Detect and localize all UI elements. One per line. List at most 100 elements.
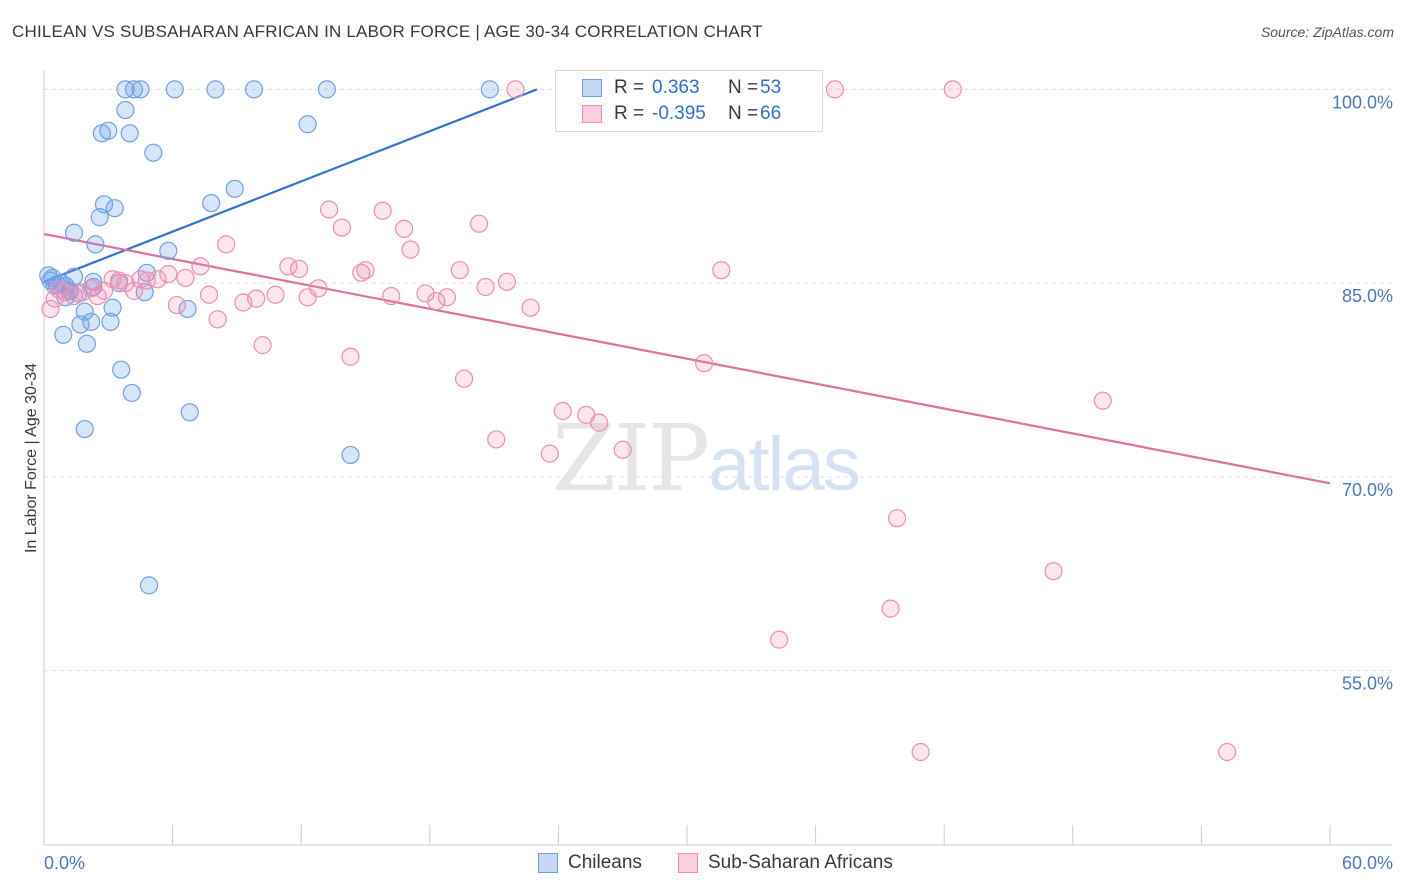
point-subsaharan <box>394 219 414 238</box>
point-subsaharan <box>825 80 844 99</box>
legend-r-value: 0.363 <box>652 77 700 98</box>
point-chileans <box>206 80 225 99</box>
point-subsaharan <box>208 310 227 329</box>
point-chileans <box>139 576 159 595</box>
point-chileans <box>202 193 221 213</box>
legend-item-subsaharan[interactable]: Sub-Saharan Africans <box>678 852 893 874</box>
point-subsaharan <box>176 268 195 288</box>
point-chileans <box>86 235 105 254</box>
y-axis-label: In Labor Force | Age 30-34 <box>23 363 40 553</box>
point-subsaharan <box>124 281 144 300</box>
point-chileans <box>54 325 73 344</box>
point-chileans <box>75 419 94 439</box>
point-chileans <box>124 80 144 99</box>
point-subsaharan <box>450 261 469 280</box>
point-chileans <box>112 360 131 379</box>
point-chileans <box>178 299 197 319</box>
point-subsaharan <box>695 354 714 373</box>
point-subsaharan <box>770 630 789 649</box>
y-tick-label: 70.0% <box>1342 480 1393 500</box>
point-chileans <box>225 179 244 198</box>
point-chileans <box>144 143 163 162</box>
point-chileans <box>180 403 199 422</box>
point-subsaharan <box>521 298 540 317</box>
point-subsaharan <box>199 285 219 304</box>
legend-swatch-chileans <box>538 853 558 873</box>
legend-n-label: N = <box>728 77 759 98</box>
trend-line-subsaharan <box>43 232 1331 485</box>
point-chileans <box>116 100 135 120</box>
point-subsaharan <box>487 430 506 449</box>
point-subsaharan <box>887 509 907 528</box>
point-chileans <box>77 334 96 353</box>
point-chileans <box>137 263 156 282</box>
point-subsaharan <box>253 336 272 355</box>
legend-item-chileans[interactable]: Chileans <box>538 852 642 874</box>
point-chileans <box>82 312 101 331</box>
point-chileans <box>75 302 94 321</box>
point-chileans <box>99 121 118 140</box>
point-subsaharan <box>881 599 900 618</box>
point-subsaharan <box>266 285 285 304</box>
point-subsaharan <box>356 261 375 280</box>
series-legend: Chileans Sub-Saharan Africans <box>0 852 1406 876</box>
point-subsaharan <box>476 277 495 297</box>
axes <box>43 70 1392 846</box>
point-subsaharan <box>454 369 474 388</box>
point-subsaharan <box>437 288 457 307</box>
correlation-legend: R = 0.363 N = 53 R = -0.395 N = 66 <box>555 70 823 132</box>
source-label: Source: ZipAtlas.com <box>1260 24 1394 40</box>
point-chileans <box>64 223 84 242</box>
legend-n-label: N = <box>728 103 759 124</box>
point-subsaharan <box>506 80 525 99</box>
point-subsaharan <box>401 240 420 259</box>
point-subsaharan <box>191 257 210 276</box>
point-chileans <box>64 267 84 286</box>
point-subsaharan <box>590 413 609 432</box>
point-subsaharan <box>1044 562 1063 581</box>
point-chileans <box>122 383 141 403</box>
point-subsaharan <box>64 286 84 306</box>
point-chileans <box>317 80 337 99</box>
grid-lines <box>44 88 1392 672</box>
point-subsaharan <box>289 259 309 279</box>
legend-n-value: 66 <box>760 103 782 124</box>
point-subsaharan <box>159 264 178 284</box>
point-chileans <box>105 199 124 218</box>
point-chileans <box>94 195 114 214</box>
point-chileans <box>131 80 150 99</box>
point-subsaharan <box>319 200 339 219</box>
point-subsaharan <box>45 289 64 308</box>
point-subsaharan <box>540 444 559 463</box>
point-subsaharan <box>943 80 962 99</box>
point-subsaharan <box>41 299 60 319</box>
point-subsaharan <box>167 295 186 315</box>
point-chileans <box>101 312 120 331</box>
point-subsaharan <box>148 270 167 289</box>
point-subsaharan <box>1218 742 1237 762</box>
point-subsaharan <box>427 292 446 311</box>
point-chileans <box>341 445 360 465</box>
legend-swatch-subsaharan <box>582 105 602 123</box>
legend-row-chileans: R = 0.363 N = 53 <box>582 76 781 100</box>
point-subsaharan <box>911 742 930 762</box>
point-subsaharan <box>341 347 360 366</box>
point-chileans <box>244 80 264 99</box>
point-chileans <box>103 298 122 317</box>
point-subsaharan <box>309 279 328 298</box>
trend-line-chileans <box>43 88 538 283</box>
legend-r-label: R = <box>614 103 645 124</box>
y-tick-label: 85.0% <box>1342 286 1393 306</box>
point-chileans <box>480 80 499 99</box>
watermark-zip: ZIP <box>552 405 710 512</box>
trend-lines <box>43 88 1331 485</box>
legend-n-value: 53 <box>760 77 782 98</box>
legend-label-subsaharan: Sub-Saharan Africans <box>708 852 893 873</box>
point-chileans <box>298 115 317 134</box>
point-subsaharan <box>73 283 92 302</box>
data-points <box>39 80 1237 762</box>
point-subsaharan <box>1093 391 1112 410</box>
tick-labels: 55.0% 70.0% 85.0% 100.0% 0.0% 60.0% <box>44 92 1393 873</box>
point-subsaharan <box>553 401 572 421</box>
